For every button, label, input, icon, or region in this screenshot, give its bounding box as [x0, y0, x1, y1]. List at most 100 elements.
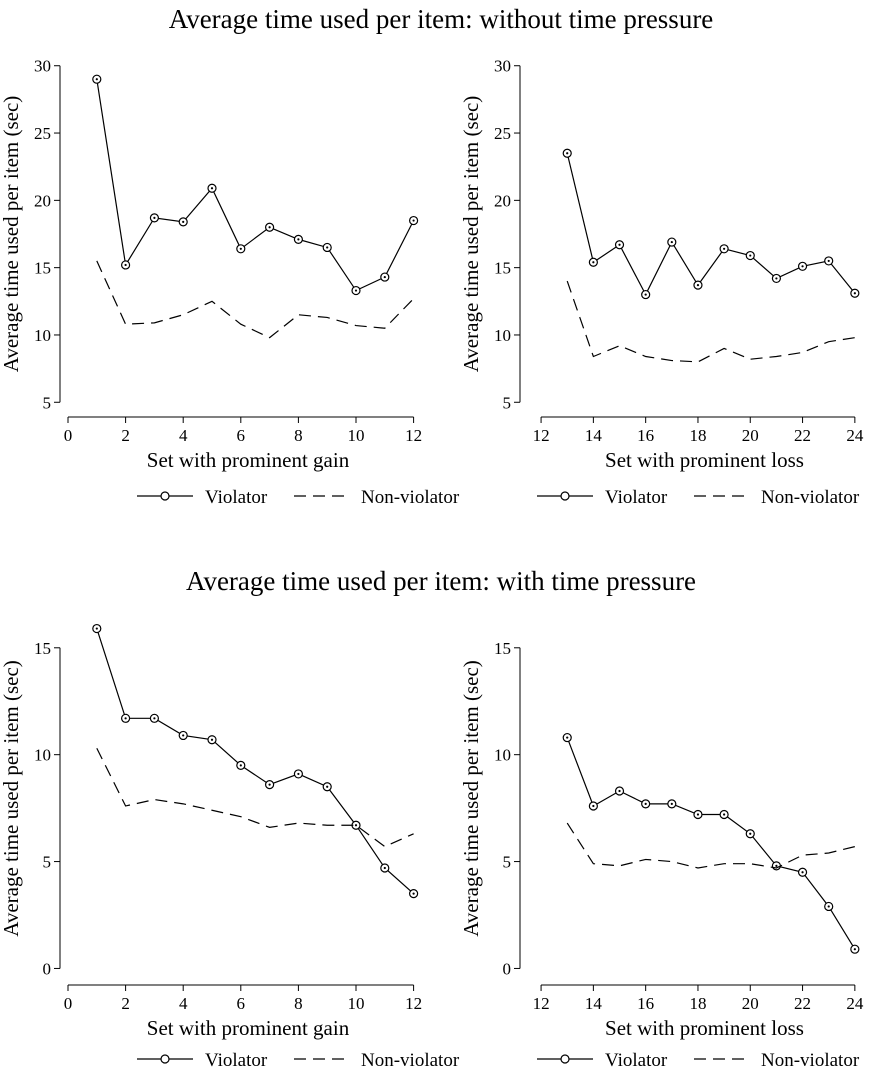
y-tick-label: 15	[34, 259, 51, 278]
x-tick-label: 20	[742, 426, 759, 445]
legend-label-non-violator: Non-violator	[761, 487, 860, 508]
x-tick-label: 0	[64, 994, 73, 1013]
y-axis-label: Average time used per item (sec)	[459, 660, 483, 937]
x-tick-label: 4	[179, 994, 188, 1013]
x-tick-label: 20	[742, 994, 759, 1013]
data-point-center	[801, 265, 804, 268]
data-point-center	[210, 738, 214, 741]
series-line-violator	[96, 79, 415, 292]
x-tick-label: 2	[121, 426, 130, 445]
series-line-non-violator	[96, 260, 415, 339]
legend-label-non-violator: Non-violator	[361, 1050, 460, 1071]
data-point-center	[696, 284, 700, 287]
y-tick-label: 5	[43, 393, 52, 412]
data-point-center	[592, 804, 595, 808]
chart-panel-2: 12 14 16 18 20 22 24 5 10 15 20 25 30 Set with promin…	[459, 57, 864, 508]
y-tick-label: 25	[494, 124, 511, 143]
y-axis-label: Average time used per item (sec)	[0, 660, 23, 937]
data-point-center	[618, 243, 621, 246]
data-point-center	[827, 259, 830, 263]
series-line-non-violator	[96, 747, 414, 848]
y-tick-label: 10	[34, 326, 51, 345]
legend-label-non-violator: Non-violator	[361, 487, 460, 508]
legend-marker-violator	[560, 1054, 570, 1064]
legend: Violator Non-violator	[537, 1050, 860, 1071]
data-point-center	[592, 261, 595, 264]
legend-label-violator: Violator	[605, 487, 668, 508]
chart-panel-3: 0 2 4 6 8 10 12 0 5 10 15 Set with prominent gain Av…	[0, 623, 460, 1071]
legend: Violator Non-violator	[137, 487, 460, 508]
x-tick-label: 18	[689, 994, 706, 1013]
legend-label-violator: Violator	[605, 1050, 668, 1071]
x-tick-label: 10	[348, 426, 365, 445]
legend-label-non-violator: Non-violator	[761, 1050, 860, 1071]
y-tick-label: 30	[34, 57, 51, 76]
data-point-center	[696, 813, 700, 816]
data-point-center	[153, 717, 156, 720]
legend-label-violator: Violator	[205, 1050, 268, 1071]
data-point-center	[153, 216, 156, 219]
x-tick-label: 2	[121, 994, 130, 1013]
legend-marker-violator	[160, 1054, 170, 1064]
x-tick-label: 8	[294, 994, 303, 1013]
data-point-center	[723, 247, 726, 250]
x-tick-label: 18	[689, 426, 706, 445]
legend: Violator Non-violator	[537, 487, 860, 508]
data-point-center	[326, 246, 329, 249]
x-tick-label: 10	[348, 994, 365, 1013]
y-axis-label: Average time used per item (sec)	[0, 96, 23, 373]
x-tick-label: 22	[794, 994, 811, 1013]
data-point-center	[827, 905, 830, 908]
x-tick-label: 24	[846, 426, 864, 445]
y-tick-label: 5	[503, 853, 512, 872]
data-point-center	[853, 292, 856, 295]
x-tick-label: 14	[585, 994, 603, 1013]
data-point-center	[775, 864, 778, 867]
x-tick-label: 14	[585, 426, 603, 445]
data-point-center	[670, 240, 673, 244]
x-axis-label: Set with prominent loss	[605, 448, 804, 472]
data-point-center	[354, 289, 358, 292]
data-point-center	[326, 785, 329, 788]
y-tick-label: 10	[494, 326, 511, 345]
data-point-center	[268, 226, 271, 229]
series-line-non-violator	[566, 280, 855, 363]
x-tick-label: 12	[533, 994, 550, 1013]
section-title-without-pressure: Average time used per item: without time…	[168, 4, 714, 34]
data-point-center	[412, 219, 415, 222]
x-tick-label: 4	[179, 426, 188, 445]
data-point-center	[124, 717, 127, 720]
x-axis-label: Set with prominent gain	[147, 448, 350, 472]
data-point-center	[124, 263, 127, 267]
x-tick-label: 6	[237, 994, 246, 1013]
y-tick-label: 5	[43, 853, 52, 872]
data-point-center	[383, 866, 386, 870]
x-tick-label: 12	[405, 426, 422, 445]
y-tick-label: 20	[494, 191, 511, 210]
x-axis-label: Set with prominent gain	[147, 1016, 350, 1040]
y-tick-label: 0	[43, 959, 52, 978]
data-point-center	[618, 789, 621, 793]
data-point-center	[297, 238, 300, 241]
data-point-center	[297, 772, 300, 776]
section-title-with-pressure: Average time used per item: with time pr…	[185, 566, 697, 596]
data-point-center	[566, 152, 569, 155]
data-point-center	[644, 293, 647, 296]
x-tick-label: 0	[64, 426, 73, 445]
y-tick-label: 15	[34, 639, 51, 658]
x-tick-label: 12	[405, 994, 422, 1013]
y-tick-label: 15	[494, 639, 511, 658]
y-axis-label: Average time used per item (sec)	[459, 96, 483, 373]
x-tick-label: 16	[637, 426, 654, 445]
x-axis-label: Set with prominent loss	[605, 1016, 804, 1040]
data-point-center	[670, 802, 673, 805]
y-tick-label: 10	[34, 746, 51, 765]
legend-label-violator: Violator	[205, 487, 268, 508]
series-line-violator	[566, 737, 856, 950]
x-tick-label: 8	[294, 426, 303, 445]
data-point-center	[412, 892, 415, 895]
data-point-center	[239, 247, 242, 250]
x-tick-label: 16	[637, 994, 654, 1013]
series-line-violator	[96, 628, 414, 895]
